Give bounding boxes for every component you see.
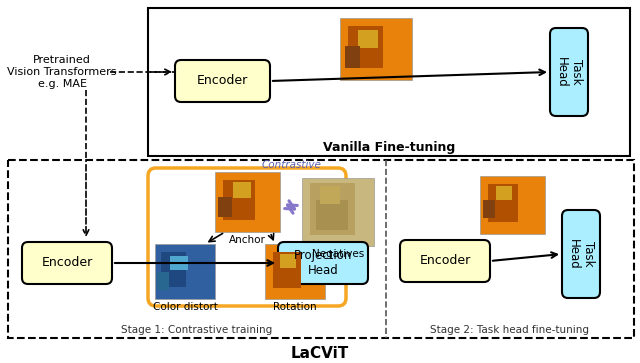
Text: Task
Head: Task Head [567, 238, 595, 269]
Bar [273, 252, 301, 288]
Bar [480, 176, 545, 234]
Text: Encoder: Encoder [197, 74, 248, 87]
FancyBboxPatch shape [550, 28, 588, 116]
Bar [348, 26, 383, 68]
FancyBboxPatch shape [175, 60, 270, 102]
Bar [496, 186, 512, 200]
Bar [148, 8, 630, 156]
Bar [280, 254, 296, 268]
Bar [316, 200, 348, 230]
Text: Task
Head: Task Head [555, 57, 583, 87]
Bar [223, 180, 255, 220]
Bar [488, 184, 518, 222]
Text: Stage 1: Contrastive training: Stage 1: Contrastive training [122, 325, 273, 335]
Bar [483, 200, 495, 218]
FancyBboxPatch shape [22, 242, 112, 284]
Text: LaCViT: LaCViT [291, 346, 349, 360]
Bar [340, 18, 412, 80]
Bar [233, 182, 251, 198]
Bar [170, 256, 188, 270]
Bar [358, 30, 378, 48]
Bar [157, 272, 169, 290]
Bar [265, 244, 325, 299]
FancyBboxPatch shape [278, 242, 368, 284]
Bar [161, 252, 186, 287]
Text: Encoder: Encoder [42, 257, 93, 269]
Bar [215, 172, 280, 232]
Bar [345, 46, 360, 68]
Text: Anchor: Anchor [229, 235, 266, 245]
Text: Contrastive: Contrastive [261, 160, 321, 170]
Bar [218, 197, 232, 217]
Text: Stage 2: Task head fine-tuning: Stage 2: Task head fine-tuning [431, 325, 589, 335]
FancyBboxPatch shape [562, 210, 600, 298]
Bar [155, 244, 215, 299]
Text: Rotation: Rotation [273, 302, 317, 312]
Text: Vanilla Fine-tuning: Vanilla Fine-tuning [323, 142, 455, 155]
Bar [310, 183, 355, 235]
Text: Color distort: Color distort [152, 302, 218, 312]
FancyBboxPatch shape [400, 240, 490, 282]
Bar [302, 178, 374, 246]
Text: Projection
Head: Projection Head [294, 249, 352, 277]
Text: Pretrained
Vision Transformers
e.g. MAE: Pretrained Vision Transformers e.g. MAE [7, 56, 116, 89]
Text: Negatives: Negatives [312, 249, 364, 259]
Bar [320, 186, 340, 204]
Text: Encoder: Encoder [419, 254, 470, 268]
Bar [8, 160, 634, 338]
